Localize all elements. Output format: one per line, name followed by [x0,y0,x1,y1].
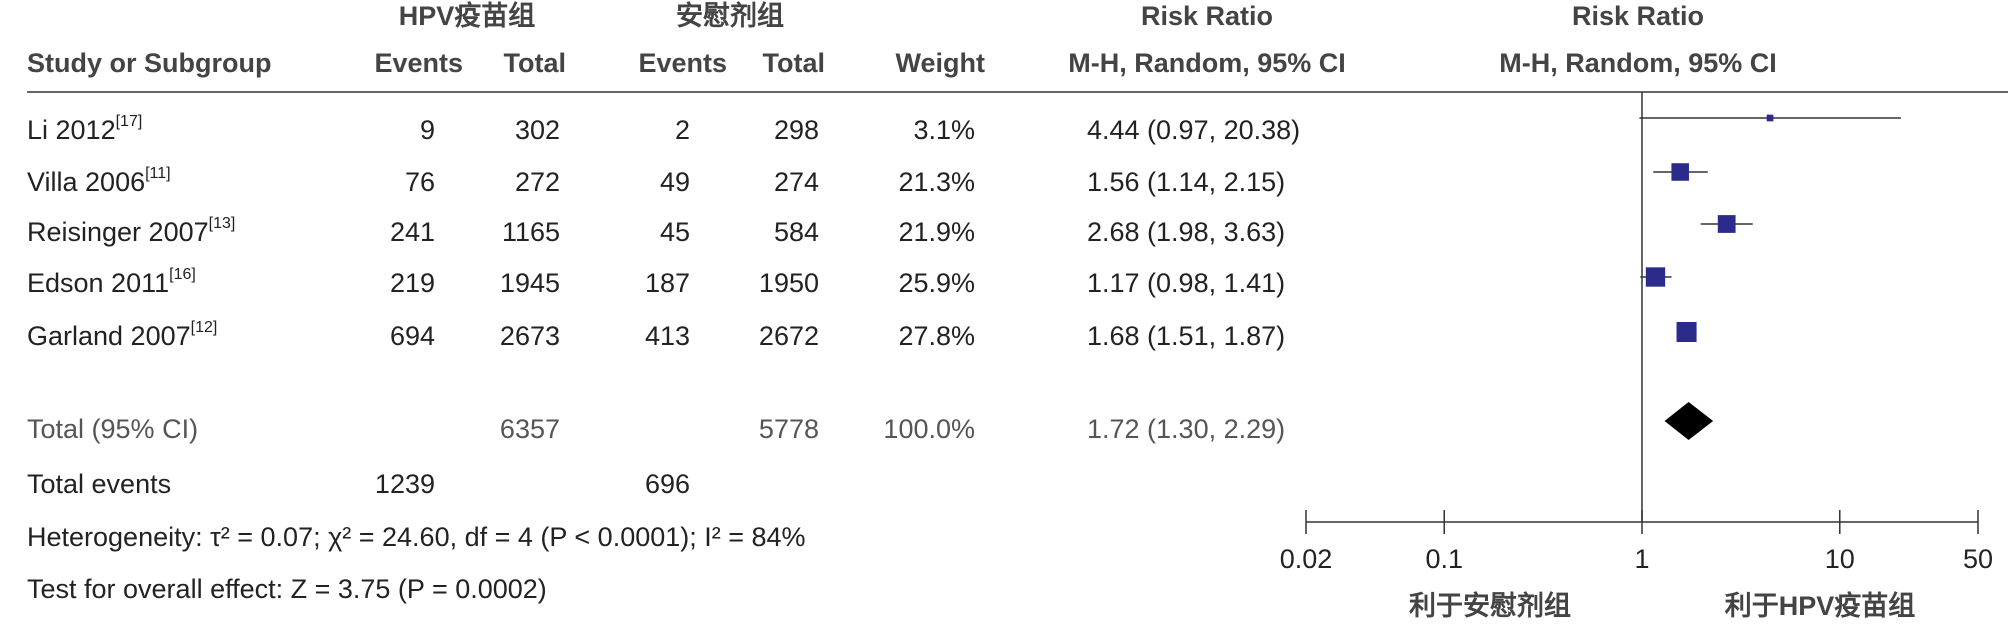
study-label: Reisinger 2007 [27,217,209,247]
total: 2673 [500,321,560,351]
total: 6357 [500,414,560,444]
study-ref: [13] [209,215,236,232]
favours-label: 利于HPV疫苗组 [1725,590,1916,621]
effect-box [1676,321,1697,343]
plot-method: M-H, Random, 95% CI [1499,48,1777,78]
column-header: Weight [896,48,986,78]
effect-ci: 4.44 (0.97, 20.38) [1087,115,1300,145]
column-header: Total [763,48,826,78]
x-tick-label: 0.1 [1425,544,1463,574]
pooled-diamond [1664,402,1714,440]
events: 219 [390,268,435,298]
study-label: Garland 2007 [27,321,191,351]
total: 1165 [502,217,560,247]
weight: 100.0% [883,414,975,444]
events: 187 [645,268,690,298]
total: 272 [515,167,560,197]
effect-header: Risk Ratio [1141,1,1273,31]
total: 298 [774,115,819,145]
effect-ci: 1.56 (1.14, 2.15) [1087,167,1285,197]
study-ref: [17] [116,113,143,130]
weight: 25.9% [898,268,975,298]
effect-ci: 2.68 (1.98, 3.63) [1087,217,1285,247]
overall-effect: Test for overall effect: Z = 3.75 (P = 0… [27,574,547,604]
favours-label: 利于安慰剂组 [1409,590,1571,621]
study-name: Edson 2011[16] [27,266,196,298]
events: 694 [390,321,435,351]
study-name: Li 2012[17] [27,113,142,145]
events: 76 [405,167,435,197]
weight: 21.9% [898,217,975,247]
total: 274 [774,167,819,197]
effect-box [1671,163,1689,181]
effect-box [1766,114,1774,122]
effect-ci: 1.72 (1.30, 2.29) [1087,414,1285,444]
study-ref: [11] [145,165,171,182]
events: 45 [660,217,690,247]
total: 5778 [759,414,819,444]
x-tick-label: 50 [1963,544,1993,574]
total: 584 [774,217,819,247]
weight: 21.3% [898,167,975,197]
column-header: Events [374,48,463,78]
total: 2672 [759,321,819,351]
study-label: Villa 2006 [27,167,145,197]
events: 413 [645,321,690,351]
total-events: 696 [645,469,690,499]
study-name: Garland 2007[12] [27,319,217,351]
total-events-label: Total events [27,469,171,499]
total: 302 [515,115,560,145]
total-label: Total (95% CI) [27,414,198,444]
study-ref: [16] [169,266,196,283]
group-header: 安慰剂组 [676,0,784,31]
x-tick-label: 0.02 [1280,544,1333,574]
events: 2 [675,115,690,145]
x-tick-label: 10 [1825,544,1855,574]
effect-box [1645,267,1666,287]
effect-ci: 1.68 (1.51, 1.87) [1087,321,1285,351]
total-events: 1239 [375,469,435,499]
study-ref: [12] [191,319,218,336]
heterogeneity: Heterogeneity: τ² = 0.07; χ² = 24.60, df… [27,522,806,552]
effect-box [1717,215,1736,233]
column-header: Total [504,48,567,78]
plot-header: Risk Ratio [1572,1,1704,31]
total: 1950 [759,268,819,298]
events: 49 [660,167,690,197]
study-name: Reisinger 2007[13] [27,215,235,247]
weight: 3.1% [913,115,975,145]
total: 1945 [500,268,560,298]
x-tick-label: 1 [1634,544,1649,574]
events: 241 [390,217,435,247]
effect-ci: 1.17 (0.98, 1.41) [1087,268,1285,298]
effect-method: M-H, Random, 95% CI [1068,48,1346,78]
weight: 27.8% [898,321,975,351]
column-header: Events [638,48,727,78]
events: 9 [420,115,435,145]
group-header: HPV疫苗组 [399,0,536,31]
study-label: Edson 2011 [27,268,169,298]
study-label: Li 2012 [27,115,116,145]
study-name: Villa 2006[11] [27,165,171,197]
column-header: Study or Subgroup [27,48,271,78]
